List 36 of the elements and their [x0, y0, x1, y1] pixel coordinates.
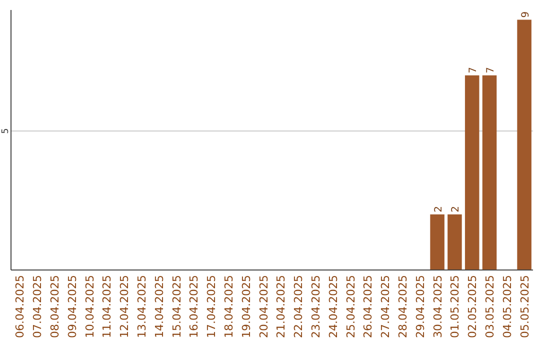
- y-tick-label: 5: [1, 128, 11, 134]
- x-tick-label: 24.04.2025: [326, 275, 340, 338]
- x-tick-label: 08.04.2025: [48, 275, 62, 338]
- x-tick-label: 23.04.2025: [310, 275, 322, 338]
- x-tick-label: 15.04.2025: [170, 275, 184, 338]
- x-tick-label: 13.04.2025: [136, 275, 148, 338]
- x-tick-label: 11.04.2025: [100, 275, 114, 338]
- x-tick-label: 22.04.2025: [292, 275, 306, 338]
- x-tick-label: 07.04.2025: [31, 275, 44, 338]
- data-label: 2: [433, 206, 444, 212]
- x-tick-label: 14.04.2025: [152, 275, 166, 338]
- x-tick-label: 06.04.2025: [14, 275, 27, 338]
- x-tick-label: 09.04.2025: [66, 275, 79, 338]
- x-tick-label: 05.05.2025: [518, 275, 532, 338]
- x-tick-label: 04.05.2025: [500, 275, 514, 338]
- data-label: 7: [486, 66, 496, 74]
- x-tick-label: 17.04.2025: [205, 275, 218, 338]
- x-tick-label: 26.04.2025: [362, 275, 375, 338]
- x-tick-label: 25.04.2025: [344, 275, 358, 338]
- x-tick-label: 18.04.2025: [222, 275, 236, 338]
- x-tick-label: 12.04.2025: [118, 275, 132, 338]
- data-label: 2: [450, 206, 462, 212]
- x-tick-label: 03.05.2025: [484, 275, 496, 338]
- x-tick-label: 10.04.2025: [83, 275, 96, 338]
- x-tick-label: 21.04.2025: [274, 275, 288, 338]
- x-tick-label: 19.04.2025: [240, 275, 253, 338]
- x-tick-label: 29.04.2025: [414, 275, 427, 338]
- x-tick-label: 28.04.2025: [396, 275, 410, 338]
- x-tick-label: 16.04.2025: [188, 275, 201, 338]
- x-tick-label: 01.05.2025: [448, 275, 462, 338]
- data-label: 7: [468, 66, 480, 74]
- x-tick-label: 20.04.2025: [257, 275, 270, 338]
- x-tick-label: 30.04.2025: [431, 275, 444, 338]
- data-label: 9: [520, 11, 532, 18]
- x-tick-label: 27.04.2025: [379, 275, 392, 338]
- x-tick-label: 02.05.2025: [466, 275, 480, 338]
